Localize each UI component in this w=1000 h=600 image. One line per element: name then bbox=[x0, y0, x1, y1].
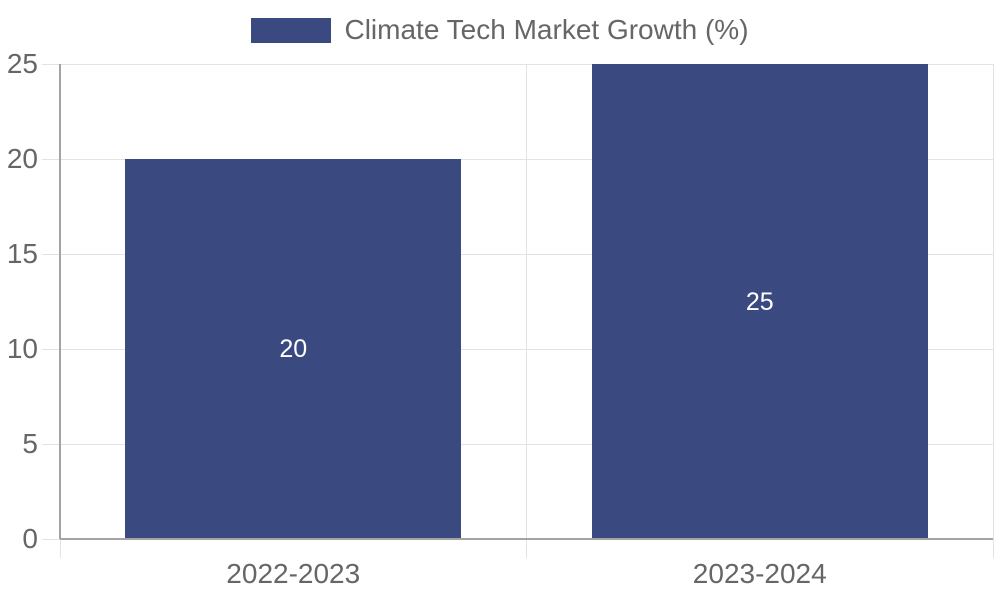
legend-label: Climate Tech Market Growth (%) bbox=[344, 14, 749, 45]
y-tick-label: 10 bbox=[6, 333, 38, 364]
bar[interactable] bbox=[591, 64, 928, 539]
y-tick-label: 15 bbox=[6, 238, 38, 269]
x-tick-label: 2023-2024 bbox=[692, 558, 827, 589]
bar-value-label: 25 bbox=[745, 287, 774, 316]
x-axis-tick bbox=[526, 539, 527, 558]
y-axis-tick bbox=[42, 63, 60, 65]
y-axis-tick bbox=[42, 538, 60, 540]
x-axis-tick bbox=[992, 539, 994, 558]
y-axis-tick bbox=[42, 158, 60, 160]
y-axis-tick bbox=[42, 443, 60, 445]
y-tick-label: 20 bbox=[6, 143, 38, 174]
y-tick-label: 0 bbox=[22, 523, 38, 554]
x-tick-label: 2022-2023 bbox=[226, 558, 361, 589]
y-axis-line bbox=[59, 64, 61, 539]
y-axis-tick bbox=[42, 253, 60, 255]
x-axis-line bbox=[60, 538, 993, 540]
x-axis-tick bbox=[59, 539, 61, 558]
legend-item[interactable]: Climate Tech Market Growth (%) bbox=[0, 14, 1000, 45]
bar-value-label: 20 bbox=[279, 335, 308, 363]
x-gridline bbox=[526, 64, 527, 539]
y-tick-label: 25 bbox=[6, 48, 38, 79]
x-gridline bbox=[992, 64, 994, 539]
legend-swatch bbox=[251, 17, 332, 43]
bar[interactable] bbox=[125, 159, 462, 539]
y-tick-label: 5 bbox=[22, 428, 38, 459]
y-axis-tick bbox=[42, 348, 60, 350]
